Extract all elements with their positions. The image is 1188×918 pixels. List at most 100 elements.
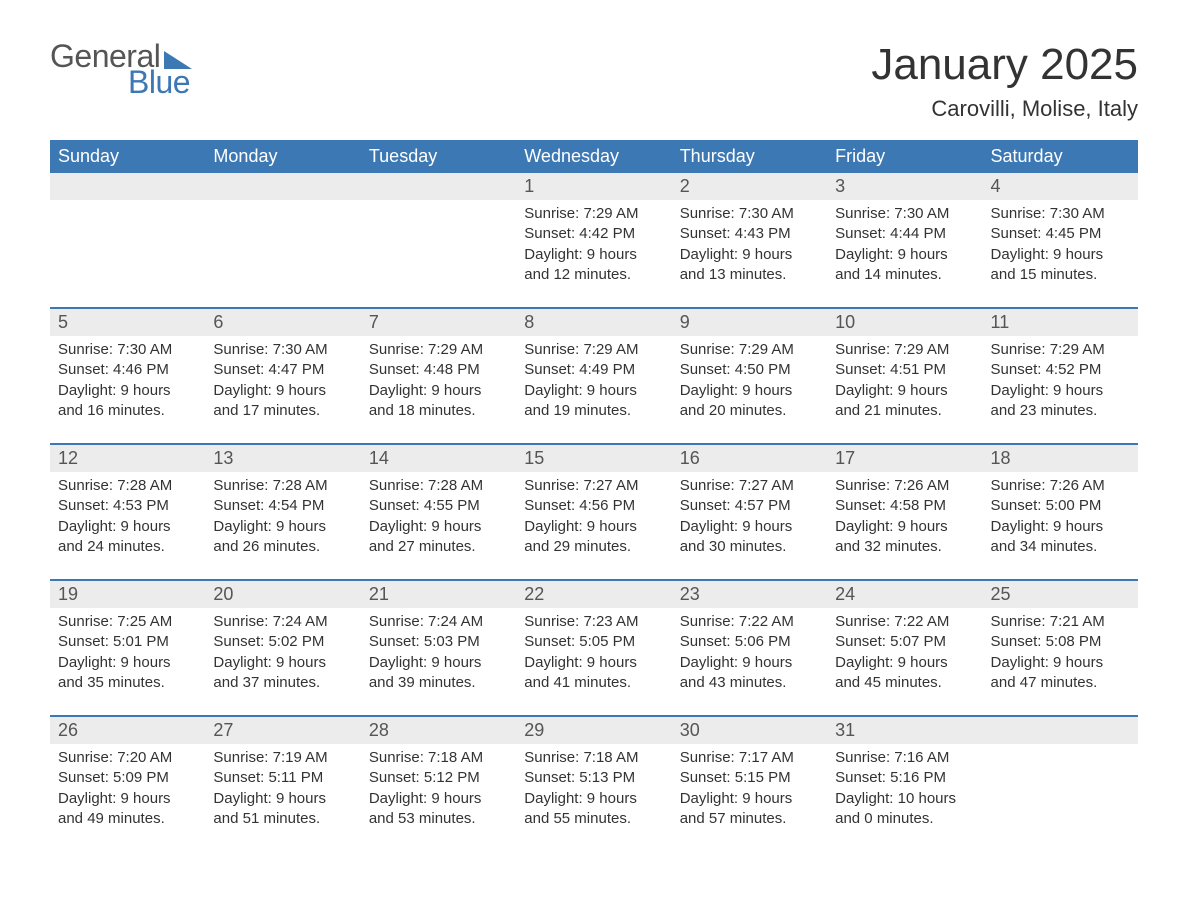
day-details: Sunrise: 7:29 AMSunset: 4:50 PMDaylight:… bbox=[672, 336, 827, 431]
day-number: 23 bbox=[672, 581, 827, 608]
day-details: Sunrise: 7:29 AMSunset: 4:49 PMDaylight:… bbox=[516, 336, 671, 431]
day-number: 24 bbox=[827, 581, 982, 608]
day-number: 22 bbox=[516, 581, 671, 608]
sunset-text: Sunset: 5:06 PM bbox=[680, 632, 819, 652]
sunset-text: Sunset: 5:11 PM bbox=[213, 768, 352, 788]
day2-text: and 51 minutes. bbox=[213, 809, 352, 829]
sunrise-text: Sunrise: 7:30 AM bbox=[991, 204, 1130, 224]
sunset-text: Sunset: 5:13 PM bbox=[524, 768, 663, 788]
calendar-cell: 28Sunrise: 7:18 AMSunset: 5:12 PMDayligh… bbox=[361, 717, 516, 839]
day1-text: Daylight: 9 hours bbox=[991, 245, 1130, 265]
sunrise-text: Sunrise: 7:18 AM bbox=[524, 748, 663, 768]
sunset-text: Sunset: 4:46 PM bbox=[58, 360, 197, 380]
day-number: 29 bbox=[516, 717, 671, 744]
day-details: Sunrise: 7:24 AMSunset: 5:03 PMDaylight:… bbox=[361, 608, 516, 703]
sunset-text: Sunset: 5:12 PM bbox=[369, 768, 508, 788]
day-details: Sunrise: 7:22 AMSunset: 5:06 PMDaylight:… bbox=[672, 608, 827, 703]
day-number: 3 bbox=[827, 173, 982, 200]
day1-text: Daylight: 9 hours bbox=[835, 381, 974, 401]
day1-text: Daylight: 9 hours bbox=[213, 517, 352, 537]
calendar-cell: 31Sunrise: 7:16 AMSunset: 5:16 PMDayligh… bbox=[827, 717, 982, 839]
calendar-cell: 7Sunrise: 7:29 AMSunset: 4:48 PMDaylight… bbox=[361, 309, 516, 431]
weekday-header-row: Sunday Monday Tuesday Wednesday Thursday… bbox=[50, 140, 1138, 173]
calendar-cell: 10Sunrise: 7:29 AMSunset: 4:51 PMDayligh… bbox=[827, 309, 982, 431]
day1-text: Daylight: 9 hours bbox=[680, 789, 819, 809]
calendar-cell: 26Sunrise: 7:20 AMSunset: 5:09 PMDayligh… bbox=[50, 717, 205, 839]
day2-text: and 45 minutes. bbox=[835, 673, 974, 693]
calendar-cell: 27Sunrise: 7:19 AMSunset: 5:11 PMDayligh… bbox=[205, 717, 360, 839]
day-number bbox=[361, 173, 516, 200]
day1-text: Daylight: 9 hours bbox=[213, 653, 352, 673]
day-details: Sunrise: 7:25 AMSunset: 5:01 PMDaylight:… bbox=[50, 608, 205, 703]
calendar-cell: 21Sunrise: 7:24 AMSunset: 5:03 PMDayligh… bbox=[361, 581, 516, 703]
day1-text: Daylight: 9 hours bbox=[369, 517, 508, 537]
day-details: Sunrise: 7:29 AMSunset: 4:42 PMDaylight:… bbox=[516, 200, 671, 295]
sunrise-text: Sunrise: 7:16 AM bbox=[835, 748, 974, 768]
day-details: Sunrise: 7:18 AMSunset: 5:12 PMDaylight:… bbox=[361, 744, 516, 839]
day-details: Sunrise: 7:30 AMSunset: 4:45 PMDaylight:… bbox=[983, 200, 1138, 295]
day2-text: and 47 minutes. bbox=[991, 673, 1130, 693]
sunrise-text: Sunrise: 7:26 AM bbox=[835, 476, 974, 496]
sunrise-text: Sunrise: 7:29 AM bbox=[680, 340, 819, 360]
calendar-cell: 24Sunrise: 7:22 AMSunset: 5:07 PMDayligh… bbox=[827, 581, 982, 703]
day-number: 17 bbox=[827, 445, 982, 472]
day-details: Sunrise: 7:24 AMSunset: 5:02 PMDaylight:… bbox=[205, 608, 360, 703]
day-number: 9 bbox=[672, 309, 827, 336]
sunrise-text: Sunrise: 7:21 AM bbox=[991, 612, 1130, 632]
calendar-cell: 11Sunrise: 7:29 AMSunset: 4:52 PMDayligh… bbox=[983, 309, 1138, 431]
day2-text: and 21 minutes. bbox=[835, 401, 974, 421]
day2-text: and 34 minutes. bbox=[991, 537, 1130, 557]
calendar-cell: 9Sunrise: 7:29 AMSunset: 4:50 PMDaylight… bbox=[672, 309, 827, 431]
day-details: Sunrise: 7:27 AMSunset: 4:56 PMDaylight:… bbox=[516, 472, 671, 567]
sunset-text: Sunset: 4:47 PM bbox=[213, 360, 352, 380]
day2-text: and 19 minutes. bbox=[524, 401, 663, 421]
day-details: Sunrise: 7:23 AMSunset: 5:05 PMDaylight:… bbox=[516, 608, 671, 703]
day1-text: Daylight: 9 hours bbox=[213, 789, 352, 809]
sunset-text: Sunset: 4:48 PM bbox=[369, 360, 508, 380]
day1-text: Daylight: 9 hours bbox=[524, 245, 663, 265]
day-details: Sunrise: 7:30 AMSunset: 4:44 PMDaylight:… bbox=[827, 200, 982, 295]
day2-text: and 26 minutes. bbox=[213, 537, 352, 557]
sunset-text: Sunset: 4:42 PM bbox=[524, 224, 663, 244]
weekday-header: Thursday bbox=[672, 140, 827, 173]
day2-text: and 20 minutes. bbox=[680, 401, 819, 421]
day-details: Sunrise: 7:29 AMSunset: 4:52 PMDaylight:… bbox=[983, 336, 1138, 431]
sunset-text: Sunset: 4:54 PM bbox=[213, 496, 352, 516]
sunset-text: Sunset: 5:09 PM bbox=[58, 768, 197, 788]
day1-text: Daylight: 9 hours bbox=[835, 653, 974, 673]
day2-text: and 27 minutes. bbox=[369, 537, 508, 557]
sunset-text: Sunset: 4:55 PM bbox=[369, 496, 508, 516]
day1-text: Daylight: 9 hours bbox=[369, 653, 508, 673]
day-details: Sunrise: 7:28 AMSunset: 4:53 PMDaylight:… bbox=[50, 472, 205, 567]
sunrise-text: Sunrise: 7:30 AM bbox=[213, 340, 352, 360]
calendar: Sunday Monday Tuesday Wednesday Thursday… bbox=[50, 140, 1138, 839]
sunrise-text: Sunrise: 7:28 AM bbox=[58, 476, 197, 496]
day-number: 6 bbox=[205, 309, 360, 336]
logo-word-blue: Blue bbox=[128, 66, 192, 98]
calendar-cell: 18Sunrise: 7:26 AMSunset: 5:00 PMDayligh… bbox=[983, 445, 1138, 567]
sunset-text: Sunset: 5:05 PM bbox=[524, 632, 663, 652]
sunrise-text: Sunrise: 7:29 AM bbox=[524, 340, 663, 360]
day-number: 5 bbox=[50, 309, 205, 336]
day2-text: and 35 minutes. bbox=[58, 673, 197, 693]
sunrise-text: Sunrise: 7:23 AM bbox=[524, 612, 663, 632]
day-details: Sunrise: 7:21 AMSunset: 5:08 PMDaylight:… bbox=[983, 608, 1138, 703]
calendar-cell: 17Sunrise: 7:26 AMSunset: 4:58 PMDayligh… bbox=[827, 445, 982, 567]
day2-text: and 29 minutes. bbox=[524, 537, 663, 557]
sunset-text: Sunset: 4:50 PM bbox=[680, 360, 819, 380]
day1-text: Daylight: 9 hours bbox=[524, 381, 663, 401]
calendar-cell bbox=[205, 173, 360, 295]
day1-text: Daylight: 9 hours bbox=[991, 517, 1130, 537]
sunset-text: Sunset: 5:02 PM bbox=[213, 632, 352, 652]
sunrise-text: Sunrise: 7:24 AM bbox=[213, 612, 352, 632]
calendar-cell: 5Sunrise: 7:30 AMSunset: 4:46 PMDaylight… bbox=[50, 309, 205, 431]
day-details: Sunrise: 7:26 AMSunset: 5:00 PMDaylight:… bbox=[983, 472, 1138, 567]
calendar-week: 12Sunrise: 7:28 AMSunset: 4:53 PMDayligh… bbox=[50, 443, 1138, 567]
day2-text: and 12 minutes. bbox=[524, 265, 663, 285]
sunset-text: Sunset: 4:56 PM bbox=[524, 496, 663, 516]
day-number: 10 bbox=[827, 309, 982, 336]
day-number: 1 bbox=[516, 173, 671, 200]
header: General Blue January 2025 Carovilli, Mol… bbox=[50, 40, 1138, 122]
day-number: 26 bbox=[50, 717, 205, 744]
sunrise-text: Sunrise: 7:29 AM bbox=[991, 340, 1130, 360]
